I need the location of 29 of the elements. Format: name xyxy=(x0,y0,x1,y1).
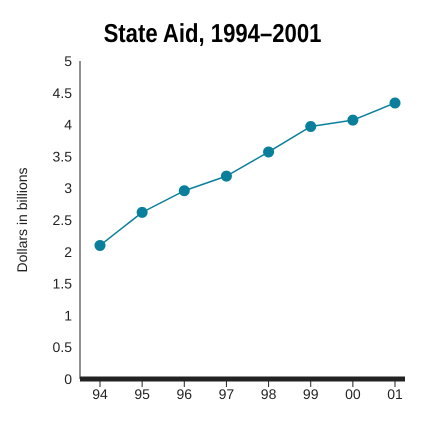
y-axis-title: Dollars in billions xyxy=(14,167,30,273)
y-tick-label: 2.5 xyxy=(52,212,72,228)
x-tick-label: 98 xyxy=(260,386,277,402)
point xyxy=(136,206,148,218)
x-tick-label: 00 xyxy=(345,386,361,402)
x-tick-label: 96 xyxy=(176,386,192,402)
point xyxy=(305,121,316,132)
y-tick-label: 0.5 xyxy=(52,339,72,356)
point xyxy=(94,240,106,251)
y-tick-label: 4 xyxy=(64,116,72,133)
y-tick-label: 5 xyxy=(64,52,72,69)
point xyxy=(390,97,400,108)
chart-title: State Aid, 1994–2001 xyxy=(102,18,322,49)
point xyxy=(178,185,190,196)
x-tick-label: 99 xyxy=(302,386,319,402)
x-tick-label: 94 xyxy=(92,386,108,402)
point xyxy=(220,170,232,182)
x-tick-label: 95 xyxy=(134,386,150,402)
y-tick-label: 3.5 xyxy=(52,148,72,164)
y-tick-label: 2 xyxy=(64,244,72,260)
x-tick-label: 97 xyxy=(218,386,234,402)
y-tick-label: 1.5 xyxy=(52,276,72,292)
point xyxy=(263,146,274,158)
point xyxy=(347,114,358,126)
x-tick-label: 01 xyxy=(387,386,403,402)
y-tick-label: 3 xyxy=(64,180,72,196)
y-tick-label: 1 xyxy=(64,307,72,324)
y-tick-label: 4.5 xyxy=(52,84,72,101)
y-tick-label: 0 xyxy=(64,370,72,387)
